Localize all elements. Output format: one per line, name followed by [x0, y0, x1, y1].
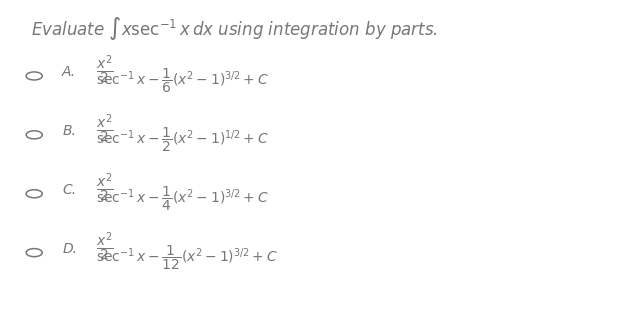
Text: $\sec^{-1}x - \dfrac{1}{6}(x^2-1)^{3/2} + C$: $\sec^{-1}x - \dfrac{1}{6}(x^2-1)^{3/2} … [96, 67, 269, 95]
Text: $\dfrac{x^2}{2}$: $\dfrac{x^2}{2}$ [96, 112, 114, 145]
Text: $\dfrac{x^2}{2}$: $\dfrac{x^2}{2}$ [96, 230, 114, 263]
Text: $\sec^{-1}x - \dfrac{1}{12}(x^2-1)^{3/2} + C$: $\sec^{-1}x - \dfrac{1}{12}(x^2-1)^{3/2}… [96, 244, 278, 272]
Text: C.: C. [62, 183, 77, 197]
Text: $\sec^{-1}x - \dfrac{1}{2}(x^2-1)^{1/2} + C$: $\sec^{-1}x - \dfrac{1}{2}(x^2-1)^{1/2} … [96, 126, 269, 154]
Text: Evaluate $\int x\sec^{-1}x\,dx$ using integration by parts.: Evaluate $\int x\sec^{-1}x\,dx$ using in… [31, 16, 438, 42]
Text: $\dfrac{x^2}{2}$: $\dfrac{x^2}{2}$ [96, 53, 114, 86]
Text: $\dfrac{x^2}{2}$: $\dfrac{x^2}{2}$ [96, 171, 114, 204]
Text: D.: D. [62, 241, 77, 256]
Text: A.: A. [62, 65, 77, 79]
Text: B.: B. [62, 124, 76, 138]
Text: $\sec^{-1}x - \dfrac{1}{4}(x^2-1)^{3/2} + C$: $\sec^{-1}x - \dfrac{1}{4}(x^2-1)^{3/2} … [96, 185, 269, 213]
